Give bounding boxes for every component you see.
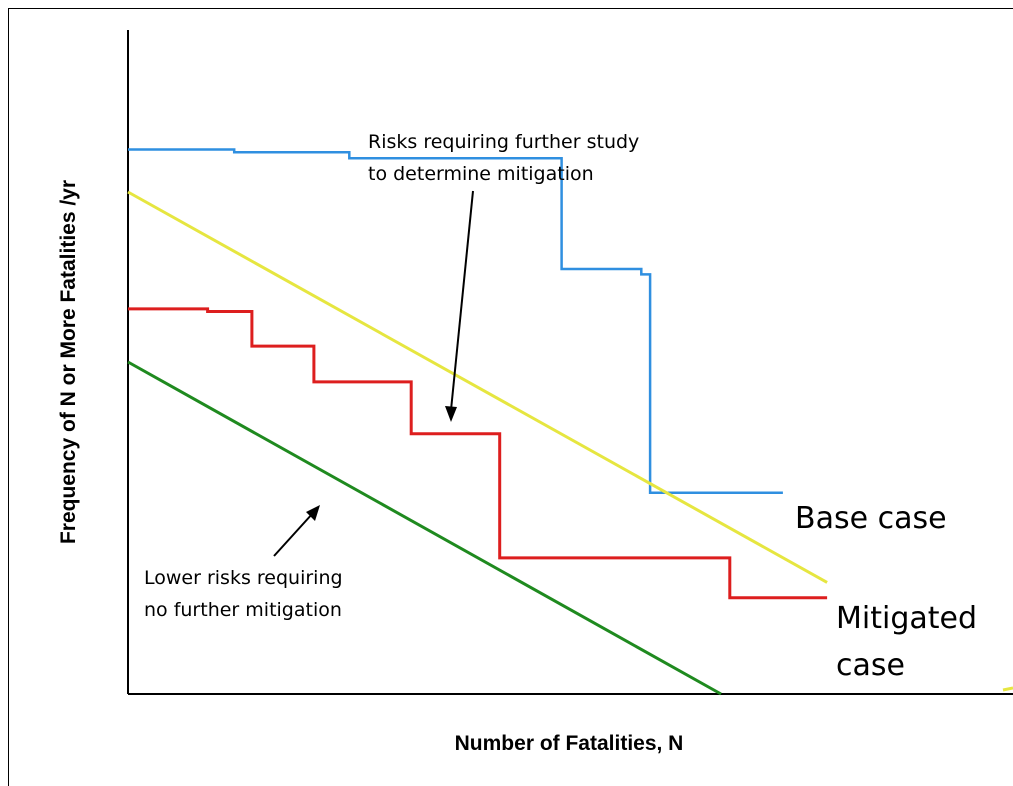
further-study-threshold-line (128, 192, 827, 582)
lower-risk-annotation: Lower risks requiring no further mitigat… (144, 567, 349, 621)
x-axis-title: Number of Fatalities, N (455, 732, 684, 755)
base-case-line (128, 150, 783, 493)
lower-risk-arrow (274, 513, 313, 556)
mitigated-case-label: Mitigated case (836, 601, 987, 683)
y-axis-title: Frequency of N or More Fatalities /yr (57, 180, 80, 544)
mitigated-case-line (128, 309, 827, 598)
lower-risk-annotation-line2: no further mitigation (144, 599, 342, 621)
lower-risk-annotation-line1: Lower risks requiring (144, 567, 343, 589)
lower-risk-threshold-line (128, 362, 721, 694)
further-study-annotation-line1: Risks requiring further study (368, 131, 639, 153)
further-study-arrowhead (445, 406, 457, 422)
further-study-annotation-line2: to determine mitigation (368, 163, 594, 185)
mitigated-case-label-line2: case (836, 648, 905, 683)
yellow-line-stub (1003, 688, 1013, 690)
mitigated-case-label-line1: Mitigated (836, 601, 977, 636)
base-case-label: Base case (795, 501, 947, 536)
